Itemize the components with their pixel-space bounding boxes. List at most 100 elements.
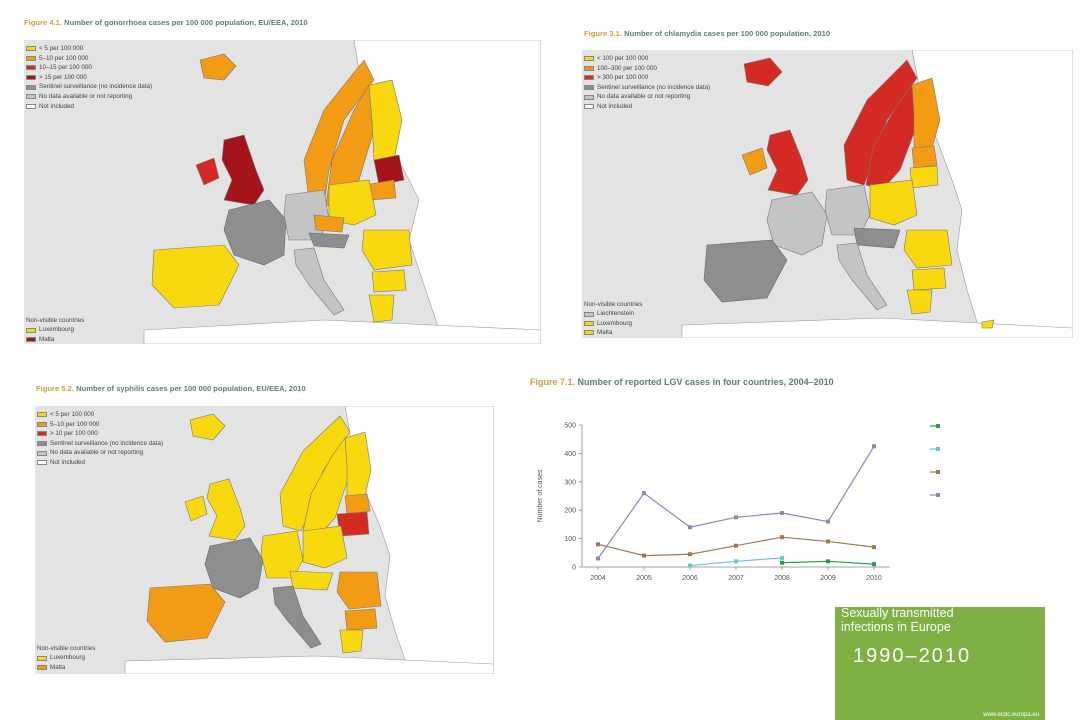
- legend-swatch: [26, 94, 36, 100]
- nonvisible-text: Malta: [39, 335, 55, 343]
- syphilis-figure-title: Figure 5.2. Number of syphilis cases per…: [36, 384, 306, 393]
- legend-text: Sentinel surveillance (no incidence data…: [50, 439, 164, 447]
- bulgaria: [344, 608, 378, 631]
- bulgaria: [911, 267, 947, 291]
- legend-text: Sentinel surveillance (no incidence data…: [39, 83, 153, 91]
- legend-swatch: [26, 327, 36, 333]
- data-point: [780, 511, 784, 516]
- east-land: [911, 50, 1073, 338]
- y-tick-label: 500: [564, 423, 576, 430]
- chlamydia-figure-title: Figure 3.1. Number of chlamydia cases pe…: [584, 29, 830, 38]
- figure-label: Figure 5.2.: [36, 384, 74, 393]
- gonorrhoea-nonvisible: Non-visible countries Luxembourg Malta: [26, 316, 84, 344]
- chlamydia-legend: < 100 per 100 000 100–300 per 100 000 > …: [584, 54, 710, 112]
- legend-item: 100–300 per 100 000: [584, 64, 710, 74]
- romania: [903, 229, 953, 269]
- nonvisible-title: Non-visible countries: [26, 317, 85, 324]
- legend-item: 5–10 per 100 000: [37, 420, 163, 430]
- cyprus: [981, 319, 995, 329]
- cover-title-line: Sexually transmitted: [841, 607, 954, 620]
- legend-swatch: [584, 311, 594, 317]
- x-tick-label: 2009: [820, 575, 836, 582]
- data-point: [872, 444, 876, 449]
- legend-text: No data available or not reporting: [39, 92, 133, 100]
- data-point: [596, 542, 600, 547]
- gonorrhoea-map-svg: [143, 40, 541, 344]
- chlamydia-map-svg: [681, 50, 1073, 338]
- legend-swatch: [584, 330, 594, 336]
- syphilis-nonvisible: Non-visible countries Luxembourg Malta: [37, 644, 95, 672]
- data-point: [872, 562, 876, 567]
- cover-title: Sexually transmitted infections in Europ…: [841, 607, 954, 634]
- germany: [283, 189, 330, 241]
- x-tick-label: 2008: [774, 575, 790, 582]
- nonvisible-text: Malta: [50, 663, 66, 671]
- bulgaria: [371, 269, 407, 293]
- legend-swatch: [584, 85, 594, 91]
- ireland: [184, 495, 208, 522]
- data-point: [780, 555, 784, 560]
- austria-czechia: [853, 227, 901, 249]
- legend-swatch: [584, 65, 594, 71]
- y-tick-label: 400: [564, 451, 576, 458]
- legend-swatch: [584, 104, 594, 110]
- gonorrhoea-legend: < 5 per 100 000 5–10 per 100 000 10–15 p…: [26, 44, 152, 111]
- nonvisible-text: Luxembourg: [39, 326, 75, 334]
- legend-swatch: [37, 421, 47, 427]
- legend-text: Not included: [50, 458, 86, 466]
- germany: [824, 184, 871, 236]
- legend-swatch: [26, 75, 36, 81]
- figure-title-text: Number of syphilis cases per 100 000 pop…: [76, 384, 306, 393]
- legend-marker: [936, 424, 940, 428]
- data-point: [734, 543, 738, 548]
- legend-swatch: [37, 412, 47, 418]
- data-point: [826, 559, 830, 564]
- syphilis-map-svg: [124, 406, 494, 674]
- legend-text: > 10 per 100 000: [50, 430, 98, 438]
- legend-item: 5–10 per 100 000: [26, 54, 152, 64]
- poland: [869, 179, 918, 226]
- chlamydia-map: < 100 per 100 000 100–300 per 100 000 > …: [582, 50, 1073, 338]
- africa-land: [143, 319, 541, 344]
- x-tick-label: 2010: [866, 575, 882, 582]
- data-point: [596, 556, 600, 561]
- data-point: [688, 563, 692, 568]
- legend-swatch: [26, 84, 36, 90]
- legend-item: < 100 per 100 000: [584, 54, 710, 64]
- legend-text: 5–10 per 100 000: [39, 54, 89, 62]
- united-kingdom: [766, 129, 809, 196]
- legend-text: 10–15 per 100 000: [39, 64, 92, 72]
- legend-marker: [936, 493, 940, 497]
- data-point: [734, 515, 738, 520]
- nonvisible-title: Non-visible countries: [584, 301, 643, 308]
- legend-swatch: [37, 441, 47, 447]
- legend-text: > 15 per 100 000: [39, 73, 87, 81]
- data-point: [688, 552, 692, 557]
- norway: [303, 59, 375, 206]
- legend-item: Sentinel surveillance (no incidence data…: [584, 83, 710, 93]
- nonvisible-item: Malta: [584, 328, 642, 337]
- lgv-line-chart: 0 100 200 300 400 500 2004 2005 2006 2007 2008 2009…: [537, 423, 940, 582]
- x-tick-label: 2004: [590, 575, 606, 582]
- figure-title-text: Number of chlamydia cases per 100 000 po…: [624, 29, 831, 38]
- legend-marker: [936, 470, 940, 474]
- data-point: [780, 560, 784, 565]
- united-kingdom: [206, 478, 246, 541]
- legend-swatch: [584, 75, 594, 81]
- nonvisible-item: Malta: [37, 663, 95, 672]
- spain: [703, 239, 788, 303]
- data-point: [826, 519, 830, 524]
- nonvisible-item: Liechtenstein: [584, 309, 642, 318]
- chlamydia-nonvisible: Non-visible countries Liechtenstein Luxe…: [584, 300, 642, 338]
- lgv-figure-title: Figure 7.1. Number of reported LGV cases…: [530, 377, 834, 387]
- legend-text: No data available or not reporting: [50, 449, 144, 457]
- legend-text: No data available or not reporting: [597, 93, 691, 101]
- figure-label: Figure 3.1.: [584, 29, 622, 38]
- romania: [336, 571, 382, 610]
- cover-title-line: infections in Europe: [841, 619, 951, 634]
- iceland: [199, 53, 237, 81]
- legend-swatch: [37, 655, 47, 661]
- syphilis-map: < 5 per 100 000 5–10 per 100 000 > 10 pe…: [35, 406, 494, 674]
- legend-item: > 15 per 100 000: [26, 73, 152, 83]
- legend-swatch: [26, 337, 36, 343]
